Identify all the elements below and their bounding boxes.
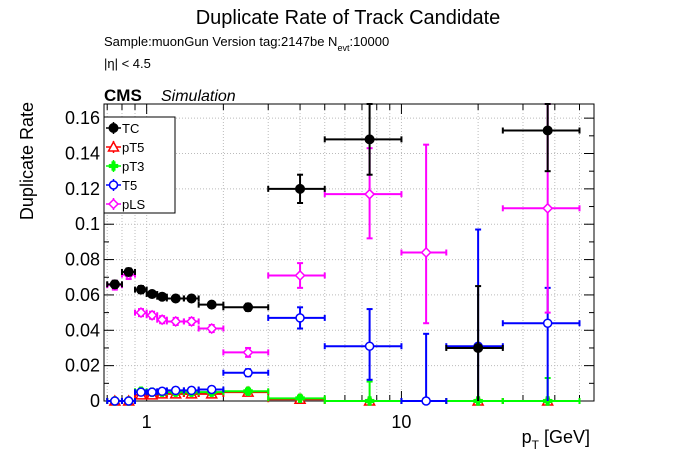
data-point xyxy=(243,386,253,397)
data-point xyxy=(110,396,120,406)
data-point xyxy=(186,385,197,396)
x-tick-label: 10 xyxy=(391,412,411,432)
legend-label-pls: pLS xyxy=(122,197,145,212)
axis-tick-labels: 1 10 0 0.02 0.04 0.06 0.08 0.1 0.12 0.14 0.16 xyxy=(65,108,411,432)
legend-marker-tc xyxy=(108,123,119,133)
legend-label-tc: TC xyxy=(122,121,139,136)
data-point xyxy=(542,202,554,214)
simulation-label: Simulation xyxy=(161,88,236,105)
legend-entries: TC pT5 pT3 T5 pLS xyxy=(106,121,145,212)
x-axis-label-unit: [GeV] xyxy=(539,427,590,447)
data-point xyxy=(420,246,432,259)
sample-info-subscript: evt xyxy=(337,43,350,53)
data-point xyxy=(109,279,120,290)
data-point xyxy=(156,314,168,326)
y-tick-label: 0.12 xyxy=(65,179,100,199)
x-axis-label-subscript: T xyxy=(532,438,540,452)
data-point xyxy=(421,396,431,406)
data-point xyxy=(147,289,158,300)
y-axis-label: Duplicate Rate xyxy=(17,102,37,220)
legend-marker-pt5 xyxy=(107,140,120,152)
series-pls xyxy=(106,103,581,358)
data-point xyxy=(206,299,217,310)
data-point xyxy=(136,387,146,397)
data-point xyxy=(185,315,198,328)
x-axis-label-main: p xyxy=(522,427,532,447)
data-point xyxy=(364,341,375,351)
data-point xyxy=(542,318,553,328)
sample-info-count: :10000 xyxy=(349,34,389,49)
data-point xyxy=(473,342,484,353)
legend-marker-pls xyxy=(107,198,120,210)
y-tick-label: 0.02 xyxy=(65,356,100,376)
data-point xyxy=(170,315,182,328)
data-point xyxy=(170,385,181,396)
y-tick-label: 0.08 xyxy=(65,250,100,270)
data-series xyxy=(106,103,581,406)
data-point xyxy=(135,307,147,319)
series-t5 xyxy=(106,228,581,406)
x-axis-label: pT [GeV] xyxy=(522,427,590,452)
y-tick-label: 0.06 xyxy=(65,285,100,305)
y-tick-label: 0.04 xyxy=(65,320,100,340)
sample-info: Sample:muonGun Version tag:2147be Nevt:1… xyxy=(104,34,389,53)
data-point xyxy=(364,188,376,200)
legend-marker-pt3 xyxy=(108,161,119,171)
sample-info-text: Sample:muonGun Version tag:2147be N xyxy=(104,34,337,49)
data-point xyxy=(123,266,134,277)
data-point xyxy=(206,322,218,335)
y-tick-label: 0.14 xyxy=(65,144,100,164)
data-point xyxy=(242,346,254,358)
data-point xyxy=(123,396,134,406)
eta-cut-label: |η| < 4.5 xyxy=(104,56,151,71)
chart-title: Duplicate Rate of Track Candidate xyxy=(196,7,501,29)
cms-label: CMS xyxy=(104,86,142,105)
data-point xyxy=(542,125,553,136)
data-point xyxy=(295,313,305,323)
y-tick-label: 0.16 xyxy=(65,108,100,128)
data-point xyxy=(364,134,375,145)
y-tick-label: 0 xyxy=(90,391,100,411)
x-tick-label: 1 xyxy=(142,412,152,432)
legend: TC pT5 pT3 T5 pLS xyxy=(103,116,176,214)
data-point xyxy=(146,309,158,321)
legend-label-pt5: pT5 xyxy=(122,140,144,155)
data-point xyxy=(147,387,157,397)
data-point xyxy=(243,367,253,378)
legend-marker-t5 xyxy=(108,180,119,190)
data-point xyxy=(206,384,217,395)
data-point xyxy=(295,393,305,404)
data-point xyxy=(157,386,167,397)
series-tc xyxy=(106,103,581,401)
data-point xyxy=(135,284,146,295)
data-point xyxy=(364,396,375,406)
legend-label-pt3: pT3 xyxy=(122,159,144,174)
data-point xyxy=(170,293,181,304)
data-point xyxy=(243,302,254,313)
data-point xyxy=(186,293,197,304)
data-point xyxy=(157,291,168,302)
y-tick-label: 0.1 xyxy=(75,214,100,234)
data-point xyxy=(294,269,306,282)
legend-label-t5: T5 xyxy=(122,178,137,193)
data-point xyxy=(295,183,306,194)
grid-lines xyxy=(104,104,594,402)
